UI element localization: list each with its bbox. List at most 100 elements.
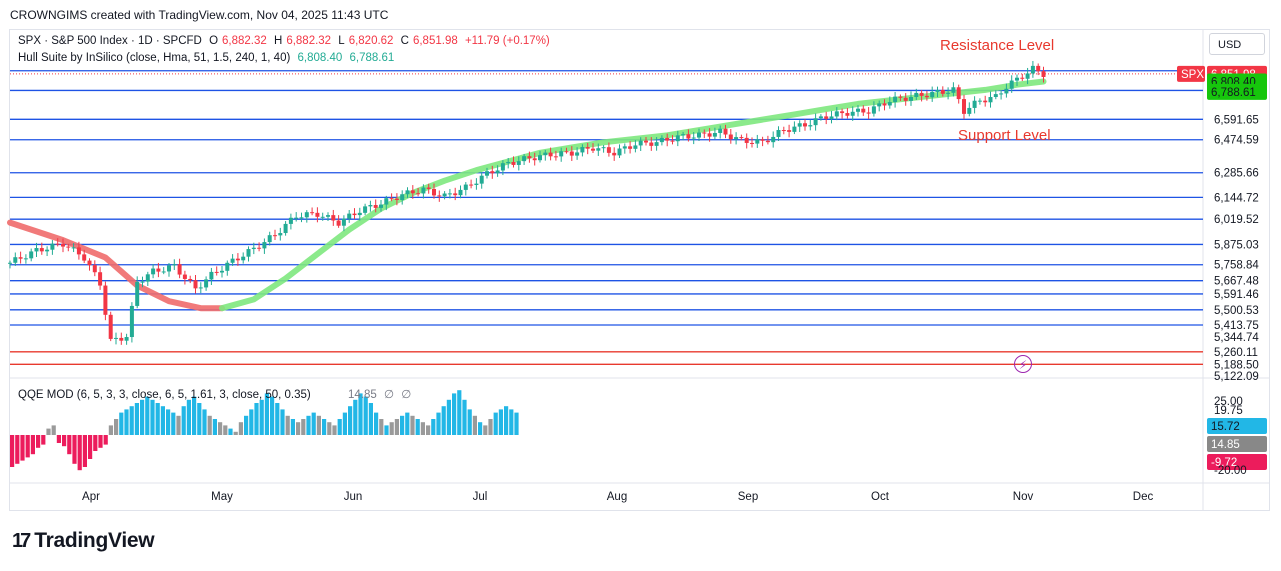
candle-body bbox=[744, 137, 749, 143]
currency-selector[interactable]: USD bbox=[1209, 33, 1265, 55]
candle-body bbox=[559, 151, 564, 157]
candle-body bbox=[893, 96, 898, 103]
price-tick-label: 6,285.66 bbox=[1214, 168, 1259, 180]
qqe-bar bbox=[353, 399, 358, 435]
time-tick-label: Jul bbox=[473, 491, 488, 503]
tradingview-logo: 17 TradingView bbox=[12, 529, 155, 553]
qqe-bar bbox=[20, 435, 25, 461]
qqe-tag-neg-box bbox=[1207, 454, 1267, 470]
candle-body bbox=[845, 113, 850, 116]
candle-body bbox=[691, 137, 696, 139]
price-tick-label: 5,667.48 bbox=[1214, 276, 1259, 288]
qqe-bar bbox=[82, 435, 87, 467]
candle-body bbox=[29, 251, 34, 259]
candle-body bbox=[140, 281, 145, 283]
qqe-bar bbox=[332, 425, 337, 435]
price-tick-label: 5,344.74 bbox=[1214, 332, 1259, 344]
qqe-bar bbox=[171, 412, 176, 435]
qqe-bar bbox=[98, 435, 103, 448]
candle-body bbox=[712, 132, 717, 137]
candle-body bbox=[644, 140, 648, 143]
candle-body bbox=[924, 95, 929, 98]
candle-body bbox=[82, 254, 87, 261]
qqe-tag-15-box bbox=[1207, 418, 1267, 434]
tradingview-mark-icon: 17 bbox=[12, 529, 31, 552]
qqe-tick-label: 25.00 bbox=[1214, 396, 1243, 408]
candle-body bbox=[824, 116, 829, 119]
qqe-bar bbox=[290, 419, 295, 435]
candle-body bbox=[1036, 65, 1041, 72]
candle-body bbox=[956, 87, 961, 100]
qqe-legend[interactable]: QQE MOD (6, 5, 3, 3, close, 6, 5, 1.61, … bbox=[18, 387, 415, 401]
candle-body bbox=[771, 136, 776, 143]
qqe-bar bbox=[51, 425, 56, 435]
qqe-bar bbox=[244, 415, 249, 435]
candle-body bbox=[400, 194, 405, 201]
hull-rising-segment bbox=[219, 78, 1047, 312]
candle-body bbox=[760, 139, 765, 141]
candle-body bbox=[803, 123, 807, 127]
qqe-bar bbox=[41, 435, 46, 445]
qqe-bar bbox=[166, 409, 171, 435]
lightning-icon[interactable]: ⚡ bbox=[1014, 355, 1032, 373]
qqe-bar bbox=[498, 409, 503, 435]
qqe-tick-label: 19.75 bbox=[1214, 405, 1243, 417]
candle-body bbox=[13, 257, 18, 263]
candle-body bbox=[792, 126, 797, 132]
symbol-label[interactable]: SPX · S&P 500 Index · 1D · SPCFD bbox=[18, 35, 202, 47]
qqe-bar bbox=[72, 435, 77, 464]
price-tick-label: 6,474.59 bbox=[1214, 135, 1259, 147]
qqe-bar bbox=[155, 403, 160, 435]
candle-body bbox=[209, 271, 214, 280]
candle-body bbox=[993, 94, 998, 98]
price-tick-label: 5,758.84 bbox=[1214, 260, 1259, 272]
qqe-bar bbox=[426, 425, 431, 435]
candle-body bbox=[707, 133, 712, 137]
candle-body bbox=[490, 171, 495, 174]
candle-body bbox=[734, 137, 739, 140]
candle-body bbox=[909, 96, 913, 101]
high-label: H bbox=[274, 35, 283, 47]
qqe-bar bbox=[264, 393, 269, 435]
qqe-tag-14: 14.85 bbox=[1211, 439, 1240, 451]
candle-body bbox=[681, 134, 686, 136]
candle-body bbox=[553, 156, 558, 158]
qqe-bar bbox=[103, 435, 108, 445]
candle-body bbox=[697, 132, 701, 138]
qqe-bar bbox=[509, 409, 514, 435]
candle-body bbox=[935, 89, 940, 92]
candle-body bbox=[474, 183, 479, 185]
qqe-bar bbox=[119, 412, 124, 435]
time-tick-label: Nov bbox=[1013, 491, 1034, 503]
candle-body bbox=[591, 148, 595, 151]
qqe-bar bbox=[384, 425, 389, 435]
symbol-tag-box bbox=[1177, 65, 1205, 82]
candle-body bbox=[230, 258, 235, 263]
candle-body bbox=[946, 92, 951, 94]
hull-legend[interactable]: Hull Suite by InSilico (close, Hma, 51, … bbox=[18, 52, 398, 64]
qqe-bar bbox=[415, 419, 420, 435]
qqe-bar bbox=[36, 435, 41, 448]
candle-body bbox=[538, 155, 542, 161]
price-tick-label: 5,591.46 bbox=[1214, 289, 1259, 301]
qqe-bar bbox=[46, 428, 51, 435]
main-legend: SPX · S&P 500 Index · 1D · SPCFD O 6,882.… bbox=[18, 35, 554, 47]
candle-body bbox=[675, 135, 680, 142]
hull-value-tag-2-box bbox=[1207, 83, 1267, 100]
price-tick-label: 6,144.72 bbox=[1214, 192, 1259, 204]
qqe-bar bbox=[337, 419, 342, 435]
candle-body bbox=[262, 242, 267, 249]
candle-body bbox=[469, 184, 474, 186]
candle-body bbox=[124, 337, 129, 341]
qqe-bar bbox=[452, 393, 457, 435]
candle-body bbox=[368, 205, 373, 207]
candle-body bbox=[765, 140, 770, 143]
candle-body bbox=[702, 132, 707, 134]
candle-body bbox=[310, 212, 315, 214]
candle-body bbox=[850, 111, 855, 116]
qqe-bar bbox=[301, 419, 306, 435]
qqe-bar bbox=[446, 399, 451, 435]
close-label: C bbox=[400, 35, 409, 47]
candle-body bbox=[246, 249, 251, 257]
